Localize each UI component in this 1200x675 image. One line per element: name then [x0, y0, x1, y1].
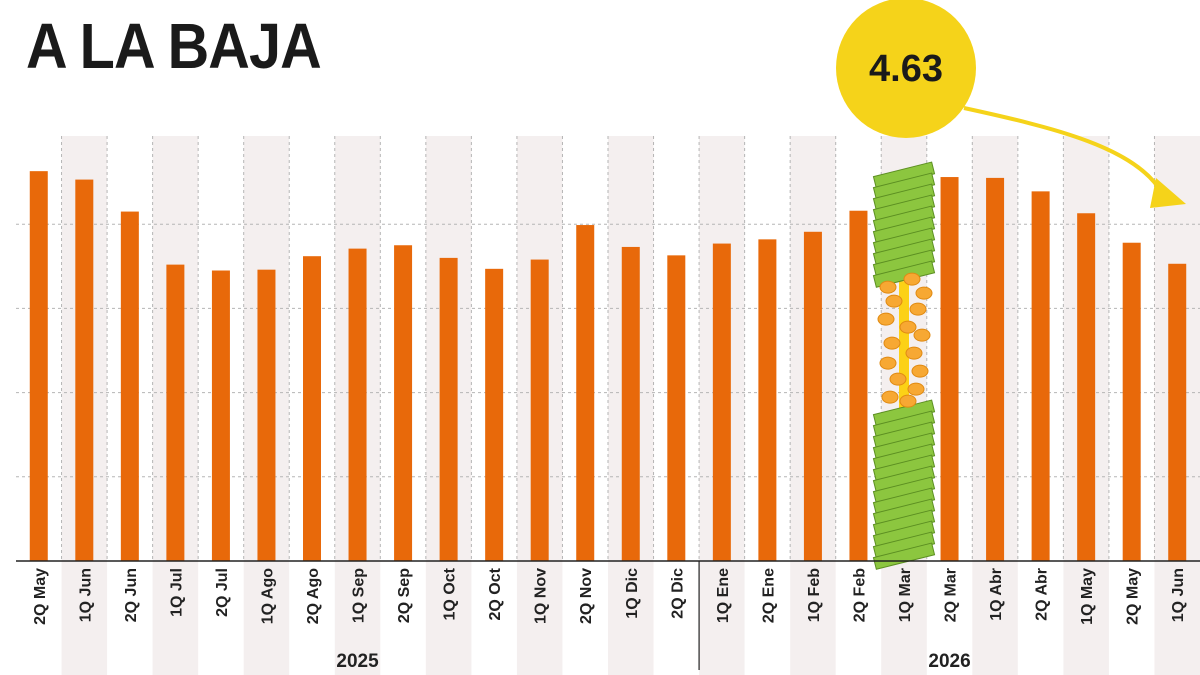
year-label: 2026: [928, 651, 970, 672]
bar: [712, 243, 731, 562]
bar: [849, 210, 868, 561]
trend-arrow-line: [963, 106, 1164, 195]
bar: [485, 268, 504, 561]
bar: [940, 177, 959, 561]
bar: [1077, 213, 1096, 561]
coin-icon: [915, 286, 933, 300]
bar: [667, 255, 686, 561]
x-tick-label: 2Q Nov: [578, 568, 595, 624]
bar: [439, 257, 458, 561]
bar: [257, 269, 276, 561]
x-tick-label: 1Q Dic: [624, 568, 641, 619]
x-tick-label: 1Q Nov: [533, 568, 550, 624]
year-label: 2025: [336, 651, 379, 672]
coin-icon: [899, 394, 917, 408]
x-tick-label: 2Q Feb: [851, 568, 868, 622]
x-tick-label: 2Q Jun: [123, 568, 140, 622]
year-groups: 2025 2026: [336, 561, 971, 672]
x-tick-label: 2Q Ene: [760, 568, 777, 623]
coin-icon: [909, 302, 927, 316]
x-tick-label: 1Q Sep: [351, 568, 368, 623]
bar: [29, 171, 48, 562]
x-tick-label: 1Q Ago: [259, 568, 276, 625]
x-tick-labels: 2Q May 1Q Jun 2Q Jun 1Q Jul 2Q Jul 1Q Ago 2Q A…: [32, 567, 1187, 625]
bar: [120, 211, 139, 561]
bar: [621, 246, 640, 561]
x-tick-label: 1Q May: [1079, 568, 1096, 625]
x-tick-label: 2Q Jul: [214, 568, 231, 617]
bar: [303, 256, 321, 561]
x-tick-label: 2Q Mar: [943, 568, 960, 622]
x-tick-label: 2Q Ago: [305, 568, 322, 625]
bar: [394, 245, 413, 561]
callout-circle: [836, 0, 976, 138]
x-tick-label: 2Q Dic: [669, 568, 686, 619]
x-tick-label: 1Q Jun: [77, 568, 94, 622]
highlight-callout: 4.63: [836, 0, 1186, 208]
coin-icon: [879, 280, 897, 294]
coin-icon: [885, 294, 903, 308]
bar: [1168, 263, 1187, 561]
x-tick-label: 2Q Abr: [1034, 568, 1051, 621]
x-tick-label: 1Q Mar: [897, 568, 914, 622]
x-tick-label: 1Q Oct: [442, 567, 459, 620]
coin-icon: [911, 364, 929, 378]
bar: [758, 239, 777, 561]
bar: [211, 270, 230, 561]
bars: [29, 171, 1187, 562]
highlight-bar: [872, 161, 936, 570]
bar: [1122, 242, 1141, 561]
bar: [75, 179, 94, 561]
x-tick-label: 1Q Feb: [806, 568, 823, 622]
bar: [166, 264, 185, 561]
coin-icon: [883, 336, 901, 350]
coin-icon: [905, 346, 923, 360]
coin-icon: [889, 372, 907, 386]
bill-icon: [872, 542, 936, 570]
chart-title: A LA BAJA: [26, 10, 322, 82]
coin-icon: [879, 356, 897, 370]
coin-icon: [899, 320, 917, 334]
coin-icon: [907, 382, 925, 396]
trend-arrow-head-icon: [1150, 178, 1186, 208]
x-tick-label: 2Q May: [1125, 568, 1142, 625]
coin-icon: [903, 272, 921, 286]
coin-icon: [913, 328, 931, 342]
bar: [530, 259, 549, 561]
x-tick-label: 1Q Jul: [168, 568, 185, 617]
bar: [803, 231, 822, 561]
bar: [986, 177, 1005, 561]
bar: [1031, 191, 1050, 561]
x-tick-label: 2Q May: [32, 568, 49, 625]
x-tick-label: 1Q Jun: [1170, 568, 1187, 622]
bar: [348, 248, 367, 562]
callout-value: 4.63: [869, 48, 943, 90]
x-tick-label: 2Q Sep: [396, 568, 413, 623]
x-tick-label: 1Q Abr: [988, 568, 1005, 621]
x-tick-label: 1Q Ene: [715, 568, 732, 623]
coin-icon: [877, 312, 895, 326]
highlight-bar-core: [899, 281, 909, 412]
bar: [576, 225, 595, 562]
coin-icon: [881, 390, 899, 404]
x-tick-label: 2Q Oct: [487, 567, 504, 620]
